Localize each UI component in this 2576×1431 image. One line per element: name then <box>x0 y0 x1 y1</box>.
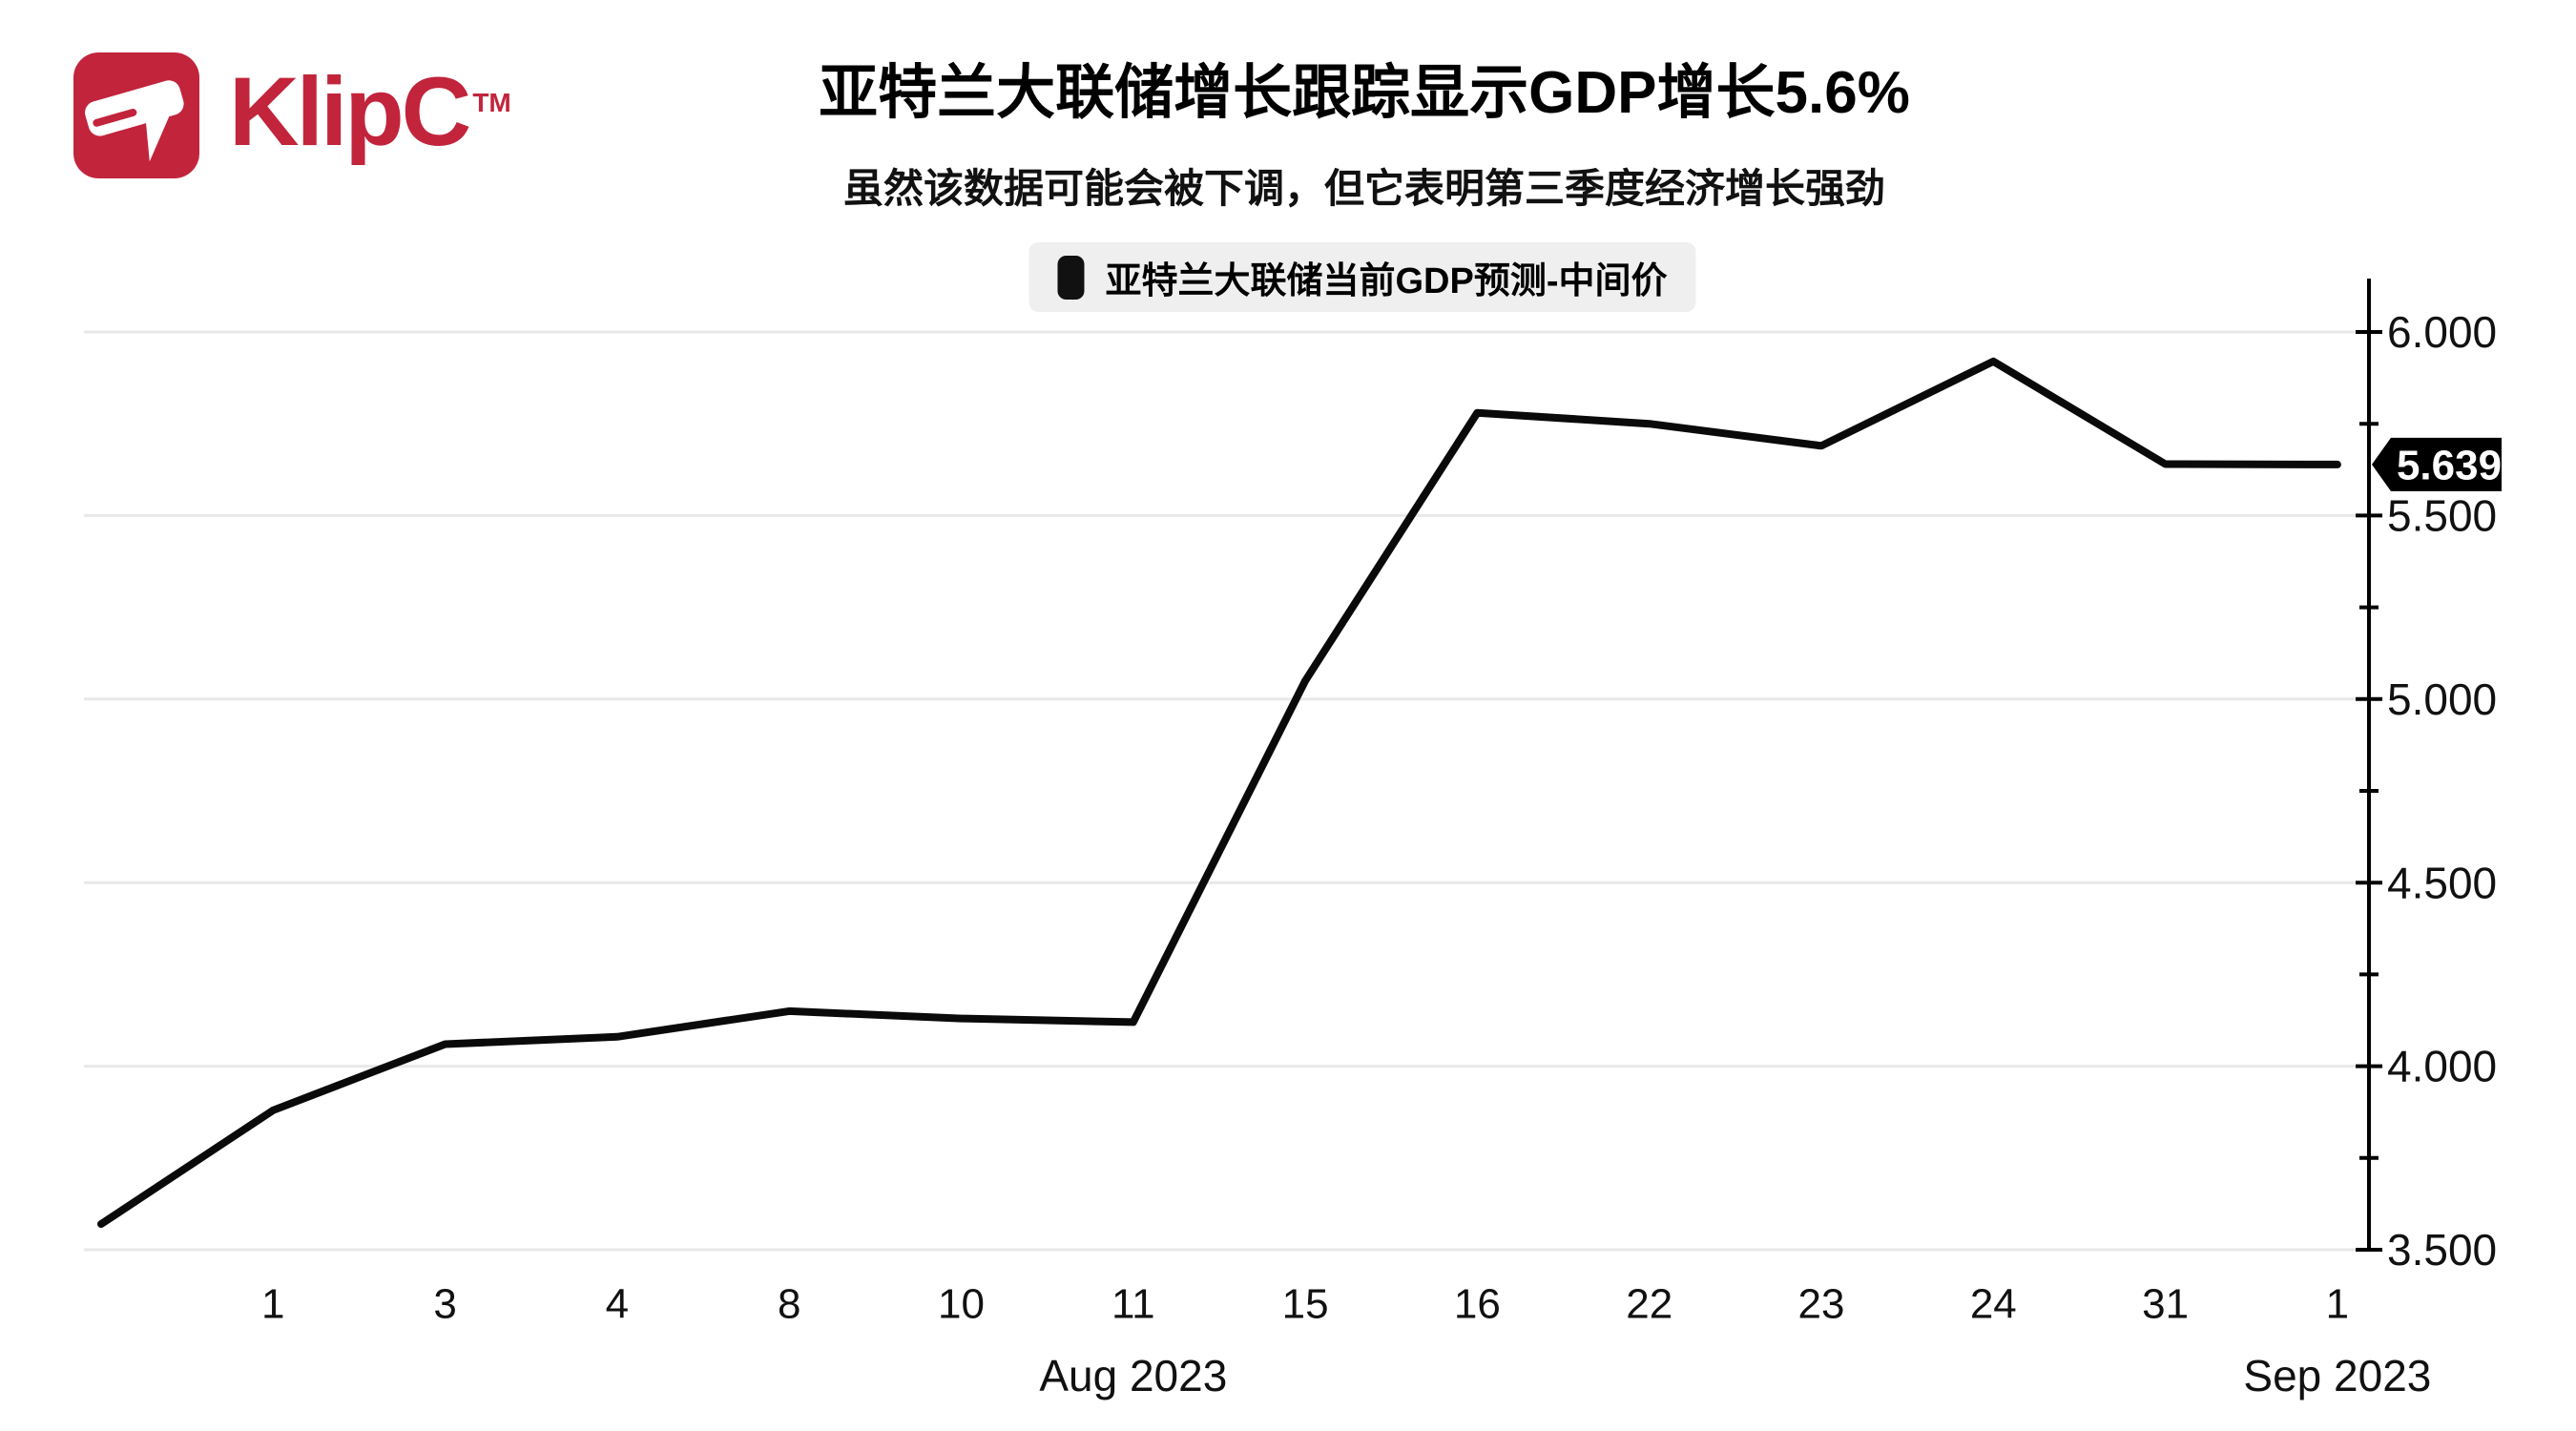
klipc-wordmark: KlipC TM <box>229 57 511 166</box>
x-tick-label: 1 <box>261 1280 284 1327</box>
y-tick-label: 5.500 <box>2387 491 2497 541</box>
header: 亚特兰大联储增长跟踪显示GDP增长5.6% 虽然该数据可能会被下调，但它表明第三… <box>153 44 2576 215</box>
x-tick-label: 31 <box>2142 1280 2189 1327</box>
x-tick-label: 4 <box>606 1280 629 1327</box>
last-value-label: 5.639 <box>2397 442 2502 488</box>
klipc-logo-icon <box>69 52 204 178</box>
x-tick-label: 11 <box>1111 1280 1155 1327</box>
y-tick-label: 5.000 <box>2387 674 2497 724</box>
ribbon-icon <box>73 52 199 178</box>
last-value-tag <box>2372 437 2502 491</box>
page-subtitle: 虽然该数据可能会被下调，但它表明第三季度经济增长强劲 <box>842 166 1885 211</box>
klipc-logo: KlipC TM <box>69 52 511 178</box>
legend-label: 亚特兰大联储当前GDP预测-中间价 <box>1105 261 1668 301</box>
legend-swatch-icon <box>1057 255 1085 300</box>
x-tick-label: 16 <box>1454 1280 1501 1327</box>
x-tick-label: 8 <box>778 1280 800 1327</box>
x-tick-label: 1 <box>2326 1280 2349 1327</box>
month-label: Sep 2023 <box>2243 1351 2431 1400</box>
x-tick-label: 24 <box>1970 1280 2017 1327</box>
x-tick-label: 15 <box>1282 1280 1329 1327</box>
y-tick-label: 3.500 <box>2387 1225 2497 1275</box>
y-tick-label: 4.500 <box>2387 858 2497 907</box>
gdp-forecast-line <box>97 357 2341 1229</box>
x-tick-label: 3 <box>433 1280 456 1327</box>
x-tick-label: 22 <box>1626 1280 1672 1327</box>
y-tick-label: 6.000 <box>2387 307 2497 357</box>
chart-legend: 亚特兰大联储当前GDP预测-中间价 <box>1028 242 1696 312</box>
x-tick-label: 23 <box>1798 1280 1845 1327</box>
page-title: 亚特兰大联储增长跟踪显示GDP增长5.6% <box>819 60 1910 126</box>
y-tick-label: 4.000 <box>2387 1042 2497 1091</box>
month-label: Aug 2023 <box>1039 1351 1227 1400</box>
x-tick-label: 10 <box>938 1280 985 1327</box>
trademark-symbol: TM <box>472 88 511 117</box>
